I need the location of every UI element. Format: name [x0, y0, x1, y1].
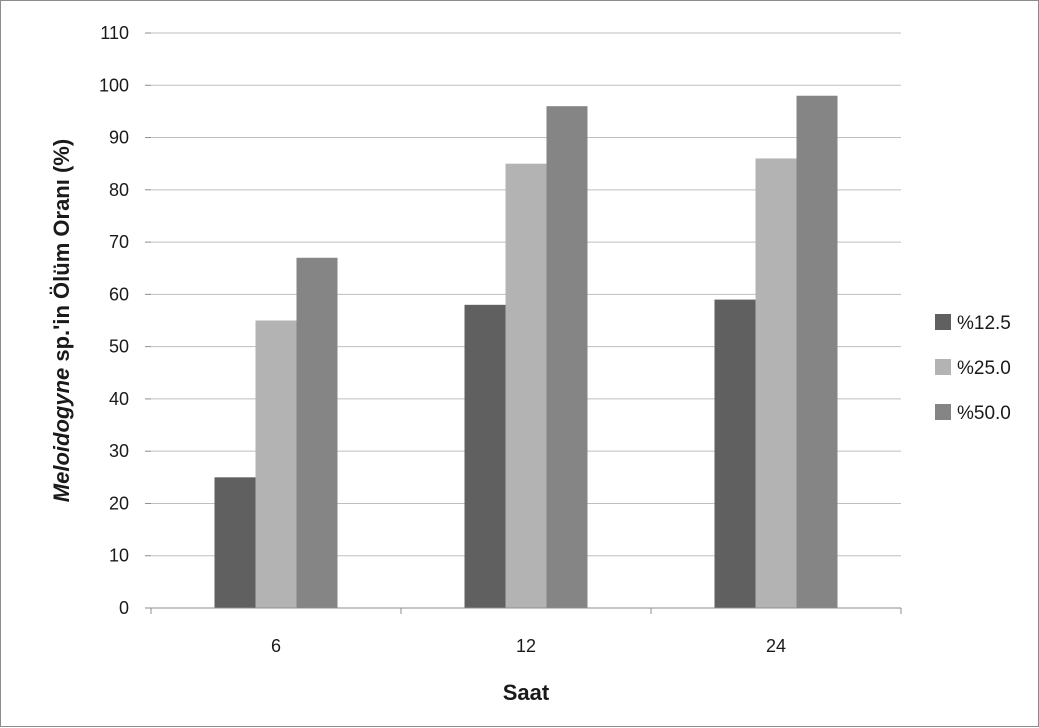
- bar: [214, 477, 256, 608]
- x-tick-label: 12: [516, 636, 536, 656]
- legend-label: %50.0: [957, 403, 1011, 424]
- y-tick-label: 70: [109, 232, 129, 252]
- bar: [755, 158, 797, 609]
- legend-swatch: [935, 314, 951, 330]
- x-axis-title: Saat: [503, 680, 550, 705]
- y-axis-title-italic: Meloidogyne: [49, 368, 74, 502]
- bar: [546, 106, 588, 608]
- y-tick-label: 40: [109, 389, 129, 409]
- x-tick-label: 24: [766, 636, 786, 656]
- y-tick-label: 20: [109, 493, 129, 513]
- y-tick-label: 100: [99, 75, 129, 95]
- y-tick-label: 50: [109, 337, 129, 357]
- bar: [296, 257, 338, 608]
- y-tick-label: 110: [100, 23, 129, 43]
- legend-label: %12.5: [957, 313, 1011, 334]
- y-tick-label: 80: [109, 180, 129, 200]
- y-tick-label: 90: [109, 128, 129, 148]
- legend: %12.5 %25.0 %50.0: [935, 313, 1011, 424]
- bars: [214, 95, 838, 609]
- y-axis-title-rest: sp.'in Ölüm Oranı (%): [49, 139, 74, 368]
- bar: [464, 304, 506, 608]
- legend-swatch: [935, 359, 951, 375]
- legend-label: %25.0: [957, 358, 1011, 379]
- bar: [714, 299, 756, 608]
- y-axis-ticks: 0 10 20 30 40 50 60 70 80 90 100 110: [99, 23, 151, 618]
- bar: [255, 320, 297, 608]
- y-tick-label: 60: [109, 284, 129, 304]
- legend-swatch: [935, 404, 951, 420]
- x-tick-label: 6: [271, 636, 281, 656]
- y-tick-label: 10: [109, 546, 129, 566]
- bar: [796, 95, 838, 608]
- x-axis-ticks: 6 12 24: [150, 608, 902, 656]
- y-tick-label: 0: [119, 598, 129, 618]
- bar: [505, 163, 547, 608]
- y-axis-title: Meloidogyne sp.'in Ölüm Oranı (%): [49, 139, 74, 502]
- y-tick-label: 30: [109, 441, 129, 461]
